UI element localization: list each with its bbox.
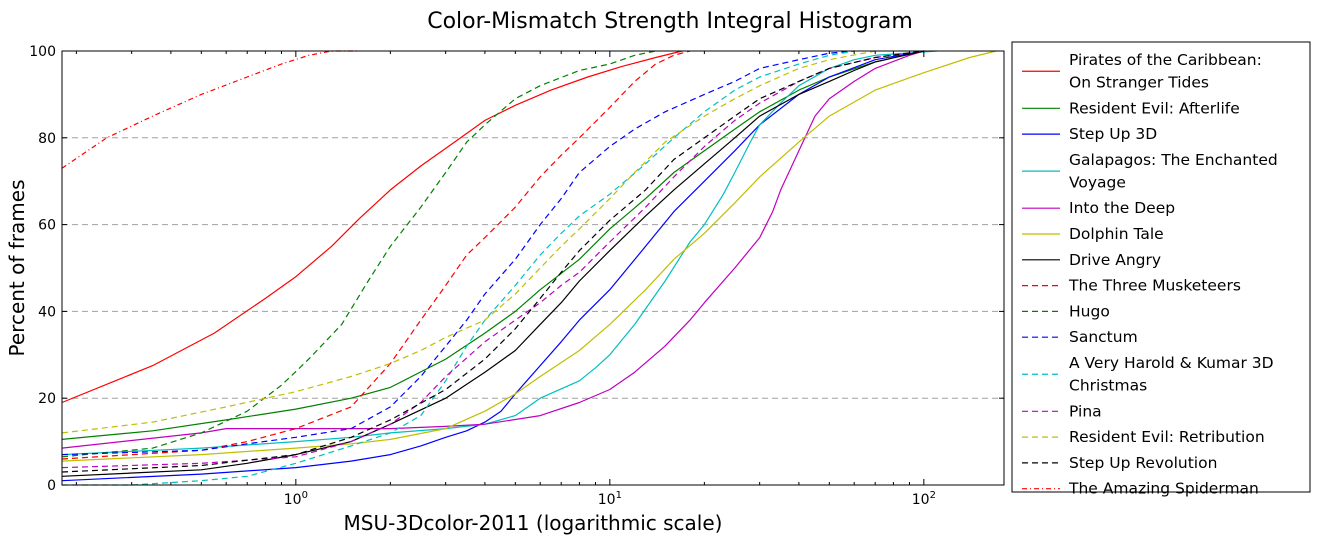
legend-label: Into the Deep — [1069, 199, 1175, 217]
legend-label: Pirates of the Caribbean: On Stranger Tid… — [1069, 51, 1262, 92]
legend-label: Resident Evil: Afterlife — [1069, 99, 1240, 117]
legend-frame — [1011, 41, 1311, 493]
legend-label: Dolphin Tale — [1069, 225, 1164, 243]
legend-label: A Very Harold & Kumar 3D Christmas — [1069, 354, 1274, 395]
series-line-10 — [61, 50, 855, 456]
series-line-3 — [61, 50, 924, 482]
series-line-13 — [61, 50, 876, 434]
x-tick-label: 101 — [598, 490, 622, 508]
series-line-5 — [61, 50, 924, 449]
legend: Pirates of the Caribbean: On Stranger Tid… — [1011, 41, 1311, 498]
x-tick-label: 102 — [912, 490, 936, 508]
y-tick-label: 0 — [47, 478, 56, 494]
y-tick-label: 80 — [38, 131, 56, 147]
y-tick-label: 60 — [38, 218, 56, 234]
legend-label: Sanctum — [1069, 328, 1138, 346]
series-line-8 — [61, 50, 691, 460]
y-axis-title: Percent of frames — [5, 180, 29, 357]
legend-label: Step Up 3D — [1069, 125, 1157, 143]
legend-label: Resident Evil: Retribution — [1069, 428, 1265, 446]
y-tick-label: 20 — [38, 391, 56, 407]
series-line-6 — [61, 50, 997, 462]
series-line-2 — [61, 50, 924, 440]
series-line-12 — [61, 50, 924, 469]
legend-label: Galapagos: The Enchanted Voyage — [1069, 151, 1278, 192]
x-axis-title: MSU-3Dcolor-2011 (logarithmic scale) — [344, 511, 723, 535]
gridlines — [62, 137, 1004, 399]
chart-title: Color-Mismatch Strength Integral Histogr… — [427, 9, 913, 34]
legend-label: Pina — [1069, 402, 1102, 420]
series-line-1 — [61, 50, 683, 404]
legend-label: Step Up Revolution — [1069, 454, 1217, 472]
y-tick-label: 100 — [29, 44, 56, 60]
y-axis: 0 20 40 60 80 100 — [29, 44, 1004, 494]
series-line-11 — [62, 50, 855, 486]
x-axis: 100 101 102 — [75, 51, 936, 508]
series-line-9 — [61, 50, 656, 458]
series-line-4 — [61, 50, 937, 456]
legend-label: Drive Angry — [1069, 251, 1161, 269]
series-lines — [61, 50, 997, 486]
y-tick-label: 40 — [38, 304, 56, 320]
plot-frame — [61, 50, 1005, 486]
legend-label: The Three Musketeers — [1068, 277, 1241, 295]
series-line-15 — [61, 50, 360, 169]
legend-label: The Amazing Spiderman — [1068, 480, 1259, 498]
x-tick-label: 100 — [284, 490, 308, 508]
series-line-14 — [61, 50, 924, 473]
legend-label: Hugo — [1069, 302, 1110, 320]
series-line-7 — [61, 50, 924, 477]
